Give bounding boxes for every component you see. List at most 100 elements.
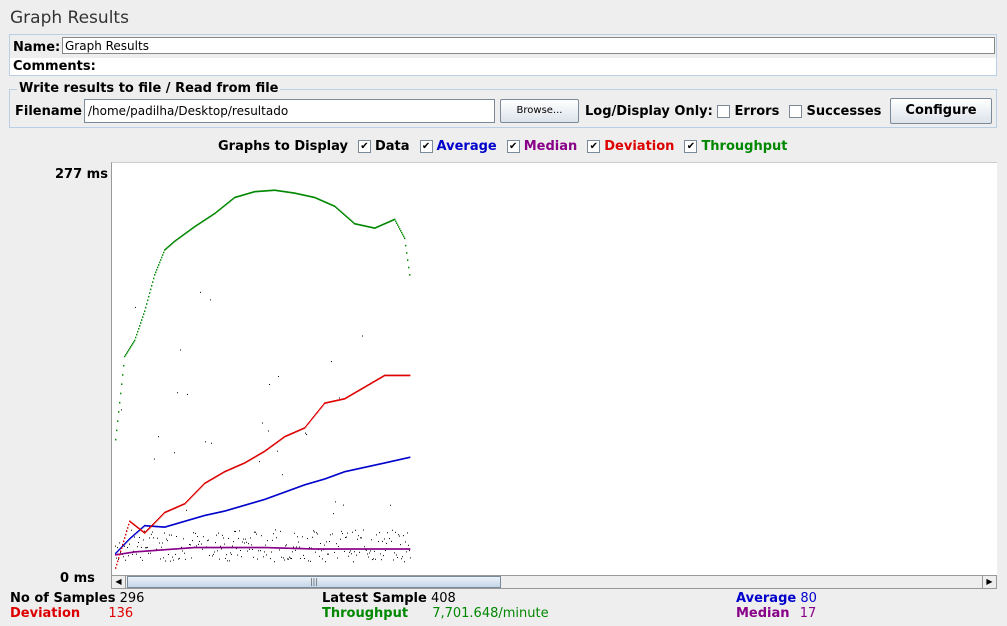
data-point — [196, 545, 197, 547]
series-point — [134, 533, 136, 536]
series-point — [280, 190, 282, 192]
data-point — [317, 533, 318, 535]
series-point — [127, 552, 129, 554]
throughput-checkbox[interactable]: ✔ — [684, 139, 698, 153]
series-point — [123, 552, 125, 555]
errors-checkbox[interactable] — [717, 105, 730, 118]
series-point — [272, 495, 274, 498]
data-point — [258, 550, 259, 552]
data-point — [221, 548, 222, 550]
scroll-thumb[interactable]: ||| — [127, 576, 501, 588]
series-point — [223, 205, 225, 208]
graph-option-median[interactable]: ✔ Median — [506, 139, 577, 154]
series-point — [218, 474, 220, 477]
series-point — [300, 428, 302, 431]
data-point — [381, 559, 382, 561]
data-point — [141, 546, 142, 548]
scroll-right-arrow-icon[interactable]: ▶ — [982, 576, 996, 588]
series-point — [389, 548, 391, 550]
graph-option-deviation[interactable]: ✔ Deviation — [587, 139, 674, 154]
data-point — [300, 557, 301, 559]
series-point — [171, 548, 173, 551]
series-point — [263, 546, 265, 549]
series-point — [162, 254, 164, 256]
graphs-to-display: Graphs to Display ✔ Data ✔ Average ✔ Med… — [218, 137, 788, 155]
errors-option[interactable]: Errors — [717, 104, 779, 119]
data-checkbox[interactable]: ✔ — [357, 139, 371, 153]
series-point — [400, 229, 402, 232]
series-point — [171, 243, 173, 245]
successes-checkbox[interactable] — [789, 105, 802, 118]
data-point — [326, 541, 327, 543]
series-point — [369, 383, 371, 385]
series-point — [141, 527, 143, 530]
data-point — [173, 559, 174, 561]
series-point — [381, 462, 383, 465]
data-point — [249, 548, 250, 550]
data-point — [139, 536, 140, 538]
series-point — [280, 547, 282, 549]
data-point — [247, 550, 248, 552]
configure-button[interactable]: Configure — [890, 98, 992, 124]
series-point — [344, 397, 346, 400]
browse-button[interactable]: Browse... — [500, 99, 579, 123]
data-point — [289, 556, 290, 558]
series-point — [361, 467, 363, 469]
data-point — [214, 551, 215, 553]
data-point — [232, 545, 233, 547]
data-point — [144, 530, 145, 532]
series-point — [380, 224, 382, 227]
series-point — [404, 237, 406, 240]
deviation-checkbox[interactable]: ✔ — [587, 139, 601, 153]
data-point — [143, 539, 144, 541]
graph-canvas — [111, 162, 997, 575]
series-point — [343, 213, 345, 215]
graph-option-average[interactable]: ✔ Average — [419, 139, 497, 154]
series-point — [372, 226, 374, 229]
series-point — [135, 532, 137, 535]
series-point — [345, 548, 347, 550]
series-point — [244, 546, 246, 549]
series-point — [309, 420, 311, 423]
series-point — [293, 488, 295, 490]
series-point — [187, 230, 189, 233]
series-point — [164, 511, 166, 514]
series-point — [135, 336, 137, 339]
median-checkbox[interactable]: ✔ — [506, 139, 520, 153]
series-point — [204, 514, 206, 517]
successes-option[interactable]: Successes — [789, 104, 881, 119]
horizontal-scrollbar[interactable]: ◀ ||| ▶ — [111, 575, 997, 589]
series-point — [368, 465, 370, 468]
series-point — [237, 506, 239, 509]
series-point — [126, 530, 128, 533]
series-point — [283, 547, 285, 549]
data-point — [400, 544, 401, 546]
data-point — [215, 542, 216, 544]
series-point — [330, 548, 332, 550]
series-point — [392, 374, 394, 377]
series-point — [398, 459, 400, 461]
graph-option-throughput[interactable]: ✔ Throughput — [684, 139, 788, 154]
series-point — [251, 502, 253, 505]
series-point — [329, 203, 331, 205]
series-point — [388, 221, 390, 223]
scroll-left-arrow-icon[interactable]: ◀ — [112, 576, 126, 588]
series-point — [227, 546, 229, 549]
average-checkbox[interactable]: ✔ — [419, 139, 433, 153]
comments-field[interactable]: Comments: — [10, 58, 996, 75]
series-point — [247, 503, 249, 506]
name-input[interactable] — [62, 37, 995, 54]
filename-input[interactable]: /home/padilha/Desktop/resultado — [84, 99, 495, 123]
series-point — [323, 548, 325, 550]
series-point — [271, 189, 273, 192]
data-point — [157, 537, 158, 539]
series-throughput — [115, 189, 411, 441]
series-point — [328, 476, 330, 479]
series-point — [403, 235, 405, 238]
data-point — [380, 553, 381, 555]
series-point — [248, 546, 250, 549]
series-point — [308, 482, 310, 485]
series-point — [265, 190, 267, 192]
graph-option-data[interactable]: ✔ Data — [357, 139, 410, 154]
series-point — [182, 547, 184, 550]
